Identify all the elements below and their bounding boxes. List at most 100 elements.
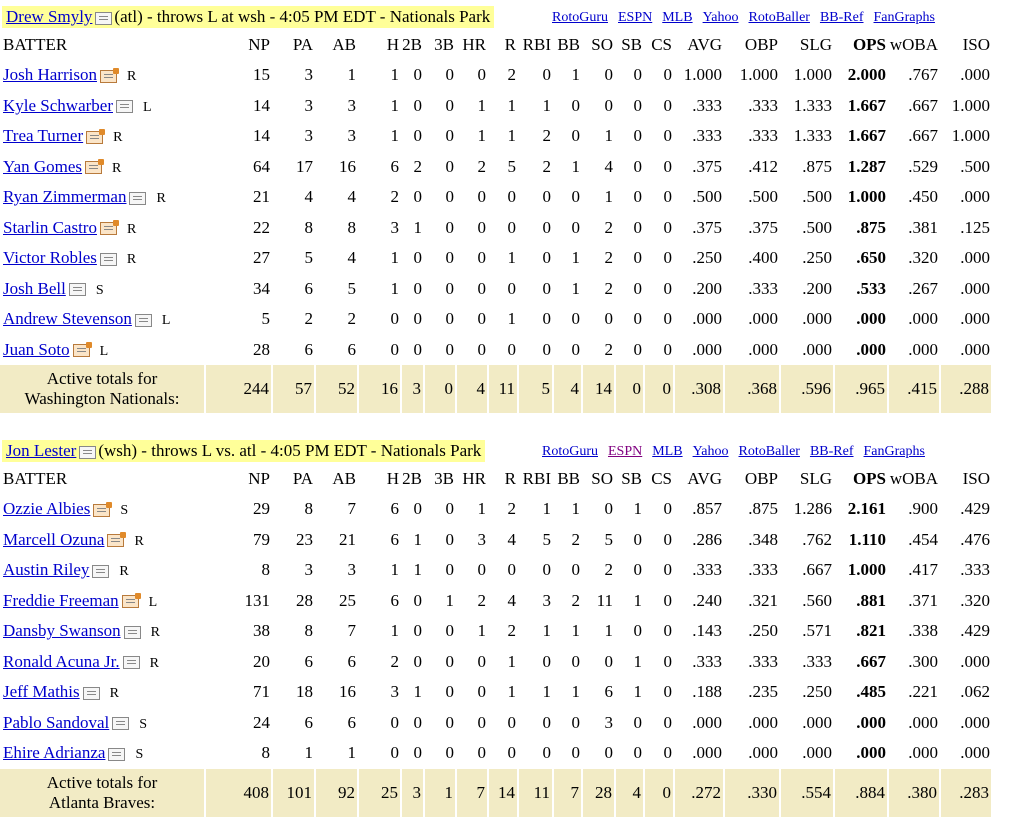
link-fangraphs[interactable]: FanGraphs (873, 10, 935, 25)
column-header-3b[interactable]: 3B (434, 469, 454, 488)
stat-r: 0 (507, 712, 517, 732)
batter-name-link[interactable]: Dansby Swanson (3, 621, 121, 641)
column-header-cs[interactable]: CS (651, 35, 672, 54)
column-header-obp[interactable]: OBP (744, 469, 778, 488)
column-header-batter[interactable]: BATTER (3, 35, 68, 54)
batter-name-link[interactable]: Kyle Schwarber (3, 95, 113, 115)
notes-icon[interactable] (129, 191, 147, 205)
column-header-h[interactable]: H (386, 35, 399, 54)
column-header-cs[interactable]: CS (651, 469, 672, 488)
column-header-batter[interactable]: BATTER (3, 469, 68, 488)
notes-icon[interactable] (108, 747, 126, 761)
column-header-sb[interactable]: SB (621, 35, 642, 54)
batter-name-link[interactable]: Marcell Ozuna (3, 529, 105, 549)
batter-name-link[interactable]: Josh Bell (3, 278, 66, 298)
column-header-2b[interactable]: 2B (402, 469, 422, 488)
notes-icon[interactable] (107, 532, 127, 548)
notes-icon[interactable] (68, 283, 86, 297)
column-header-hr[interactable]: HR (462, 469, 486, 488)
link-fangraphs[interactable]: FanGraphs (863, 444, 925, 459)
column-header-bb[interactable]: BB (557, 35, 580, 54)
column-header-avg[interactable]: AVG (687, 35, 722, 54)
batter-name-link[interactable]: Jeff Mathis (3, 682, 80, 702)
notes-icon[interactable] (92, 564, 110, 578)
column-header-woba[interactable]: wOBA (889, 469, 938, 488)
notes-icon[interactable] (134, 313, 152, 327)
notes-icon[interactable] (86, 128, 106, 144)
link-mlb[interactable]: MLB (652, 444, 683, 459)
column-header-3b[interactable]: 3B (434, 35, 454, 54)
batter-name-link[interactable]: Ozzie Albies (3, 499, 91, 519)
column-header-2b[interactable]: 2B (402, 35, 422, 54)
column-header-np[interactable]: NP (248, 35, 270, 54)
notes-icon[interactable] (122, 656, 140, 670)
notes-icon[interactable] (79, 445, 97, 459)
stat-bb: 0 (571, 217, 581, 237)
batter-name-link[interactable]: Ryan Zimmerman (3, 187, 127, 207)
batter-name-link[interactable]: Yan Gomes (3, 156, 83, 176)
notes-icon[interactable] (112, 717, 130, 731)
stat-r: 0 (507, 217, 517, 237)
column-header-rbi[interactable]: RBI (522, 35, 551, 54)
batter-name-link[interactable]: Starlin Castro (3, 217, 97, 237)
link-rotoballer[interactable]: RotoBaller (748, 10, 810, 25)
column-header-r[interactable]: R (504, 469, 516, 488)
column-header-slg[interactable]: SLG (799, 35, 832, 54)
column-header-hr[interactable]: HR (462, 35, 486, 54)
stat-h: 2 (390, 187, 400, 207)
column-header-iso[interactable]: ISO (962, 35, 990, 54)
column-header-bb[interactable]: BB (557, 469, 580, 488)
column-header-ab[interactable]: AB (332, 469, 356, 488)
link-rotoballer[interactable]: RotoBaller (738, 444, 800, 459)
link-rotoguru[interactable]: RotoGuru (542, 444, 598, 459)
notes-icon[interactable] (82, 686, 100, 700)
link-yahoo[interactable]: Yahoo (702, 10, 739, 25)
link-mlb[interactable]: MLB (662, 10, 693, 25)
column-header-slg[interactable]: SLG (799, 469, 832, 488)
batter-name-link[interactable]: Trea Turner (3, 126, 84, 146)
notes-icon[interactable] (116, 100, 133, 114)
notes-icon[interactable] (85, 159, 105, 175)
notes-icon[interactable] (95, 11, 113, 25)
column-header-rbi[interactable]: RBI (522, 469, 551, 488)
notes-icon[interactable] (93, 501, 113, 517)
column-header-so[interactable]: SO (591, 469, 613, 488)
batter-name-link[interactable]: Juan Soto (3, 339, 70, 359)
notes-icon[interactable] (72, 342, 92, 358)
batter-name-link[interactable]: Ehire Adrianza (3, 743, 106, 763)
column-header-pa[interactable]: PA (292, 469, 313, 488)
link-rotoguru[interactable]: RotoGuru (552, 10, 608, 25)
batter-name-link[interactable]: Victor Robles (3, 248, 97, 268)
column-header-ops[interactable]: OPS (852, 35, 886, 54)
link-bbref[interactable]: BB-Ref (809, 444, 854, 459)
notes-icon[interactable] (99, 220, 119, 236)
column-header-so[interactable]: SO (591, 35, 613, 54)
link-bbref[interactable]: BB-Ref (819, 10, 864, 25)
column-header-woba[interactable]: wOBA (889, 35, 938, 54)
batter-name-link[interactable]: Andrew Stevenson (3, 309, 132, 329)
column-header-avg[interactable]: AVG (687, 469, 722, 488)
notes-icon[interactable] (99, 67, 119, 83)
column-header-ops[interactable]: OPS (852, 469, 886, 488)
column-header-obp[interactable]: OBP (744, 35, 778, 54)
notes-icon[interactable] (121, 593, 141, 609)
notes-icon[interactable] (123, 625, 141, 639)
link-espn[interactable]: ESPN (608, 444, 643, 459)
column-header-iso[interactable]: ISO (962, 469, 990, 488)
column-header-h[interactable]: H (386, 469, 399, 488)
column-header-pa[interactable]: PA (292, 35, 313, 54)
column-header-sb[interactable]: SB (621, 469, 642, 488)
pitcher-name-link[interactable]: Drew Smyly (6, 7, 93, 26)
notes-icon[interactable] (99, 252, 117, 266)
column-header-r[interactable]: R (504, 35, 516, 54)
column-header-ab[interactable]: AB (332, 35, 356, 54)
link-espn[interactable]: ESPN (618, 10, 653, 25)
batter-name-link[interactable]: Freddie Freeman (3, 590, 119, 610)
pitcher-name-link[interactable]: Jon Lester (6, 441, 77, 460)
batter-name-link[interactable]: Ronald Acuna Jr. (3, 651, 120, 671)
column-header-np[interactable]: NP (248, 469, 270, 488)
link-yahoo[interactable]: Yahoo (692, 444, 729, 459)
batter-name-link[interactable]: Austin Riley (3, 560, 90, 580)
batter-name-link[interactable]: Josh Harrison (3, 65, 97, 85)
batter-name-link[interactable]: Pablo Sandoval (3, 712, 110, 732)
